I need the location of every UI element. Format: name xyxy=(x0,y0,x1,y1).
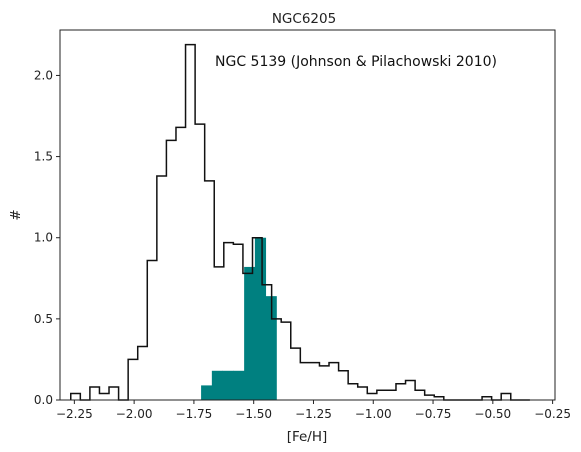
histogram-step-line xyxy=(70,43,530,401)
x-tick-label: −1.25 xyxy=(295,407,332,421)
histogram-bar xyxy=(201,385,213,400)
annotation-label: NGC 5139 (Johnson & Pilachowski 2010) xyxy=(215,54,497,70)
x-tick-label: −1.50 xyxy=(235,407,272,421)
chart-title: NGC6205 xyxy=(272,11,336,27)
y-axis-label: # xyxy=(8,209,24,220)
y-axis-ticks: 0.0 0.5 1.0 1.5 2.0 xyxy=(34,68,60,407)
histogram-bar xyxy=(265,296,277,400)
y-tick-label: 1.5 xyxy=(34,150,53,164)
histogram-bar xyxy=(254,237,267,400)
x-axis-label: [Fe/H] xyxy=(287,429,328,445)
x-tick-label: −0.50 xyxy=(474,407,511,421)
plot-frame xyxy=(59,29,556,401)
x-tick-label: −0.25 xyxy=(534,407,571,421)
y-tick-label: 0.0 xyxy=(34,393,53,407)
histogram-bar xyxy=(233,370,245,400)
histogram-bar xyxy=(222,370,234,400)
x-tick-label: −1.75 xyxy=(176,407,213,421)
x-axis-ticks: −2.25 −2.00 −1.75 −1.50 −1.25 −1.00 −0.75 −0.50… xyxy=(56,400,571,421)
x-tick-label: −2.00 xyxy=(116,407,153,421)
histogram-bar xyxy=(211,370,224,400)
x-tick-label: −1.00 xyxy=(355,407,392,421)
y-tick-label: 1.0 xyxy=(34,231,53,245)
y-tick-label: 2.0 xyxy=(34,68,53,82)
histogram-bar xyxy=(244,266,256,400)
x-tick-label: −0.75 xyxy=(415,407,452,421)
series-layer xyxy=(70,43,530,401)
plot-area xyxy=(60,30,555,400)
y-tick-label: 0.5 xyxy=(34,312,53,326)
x-tick-label: −2.25 xyxy=(56,407,93,421)
